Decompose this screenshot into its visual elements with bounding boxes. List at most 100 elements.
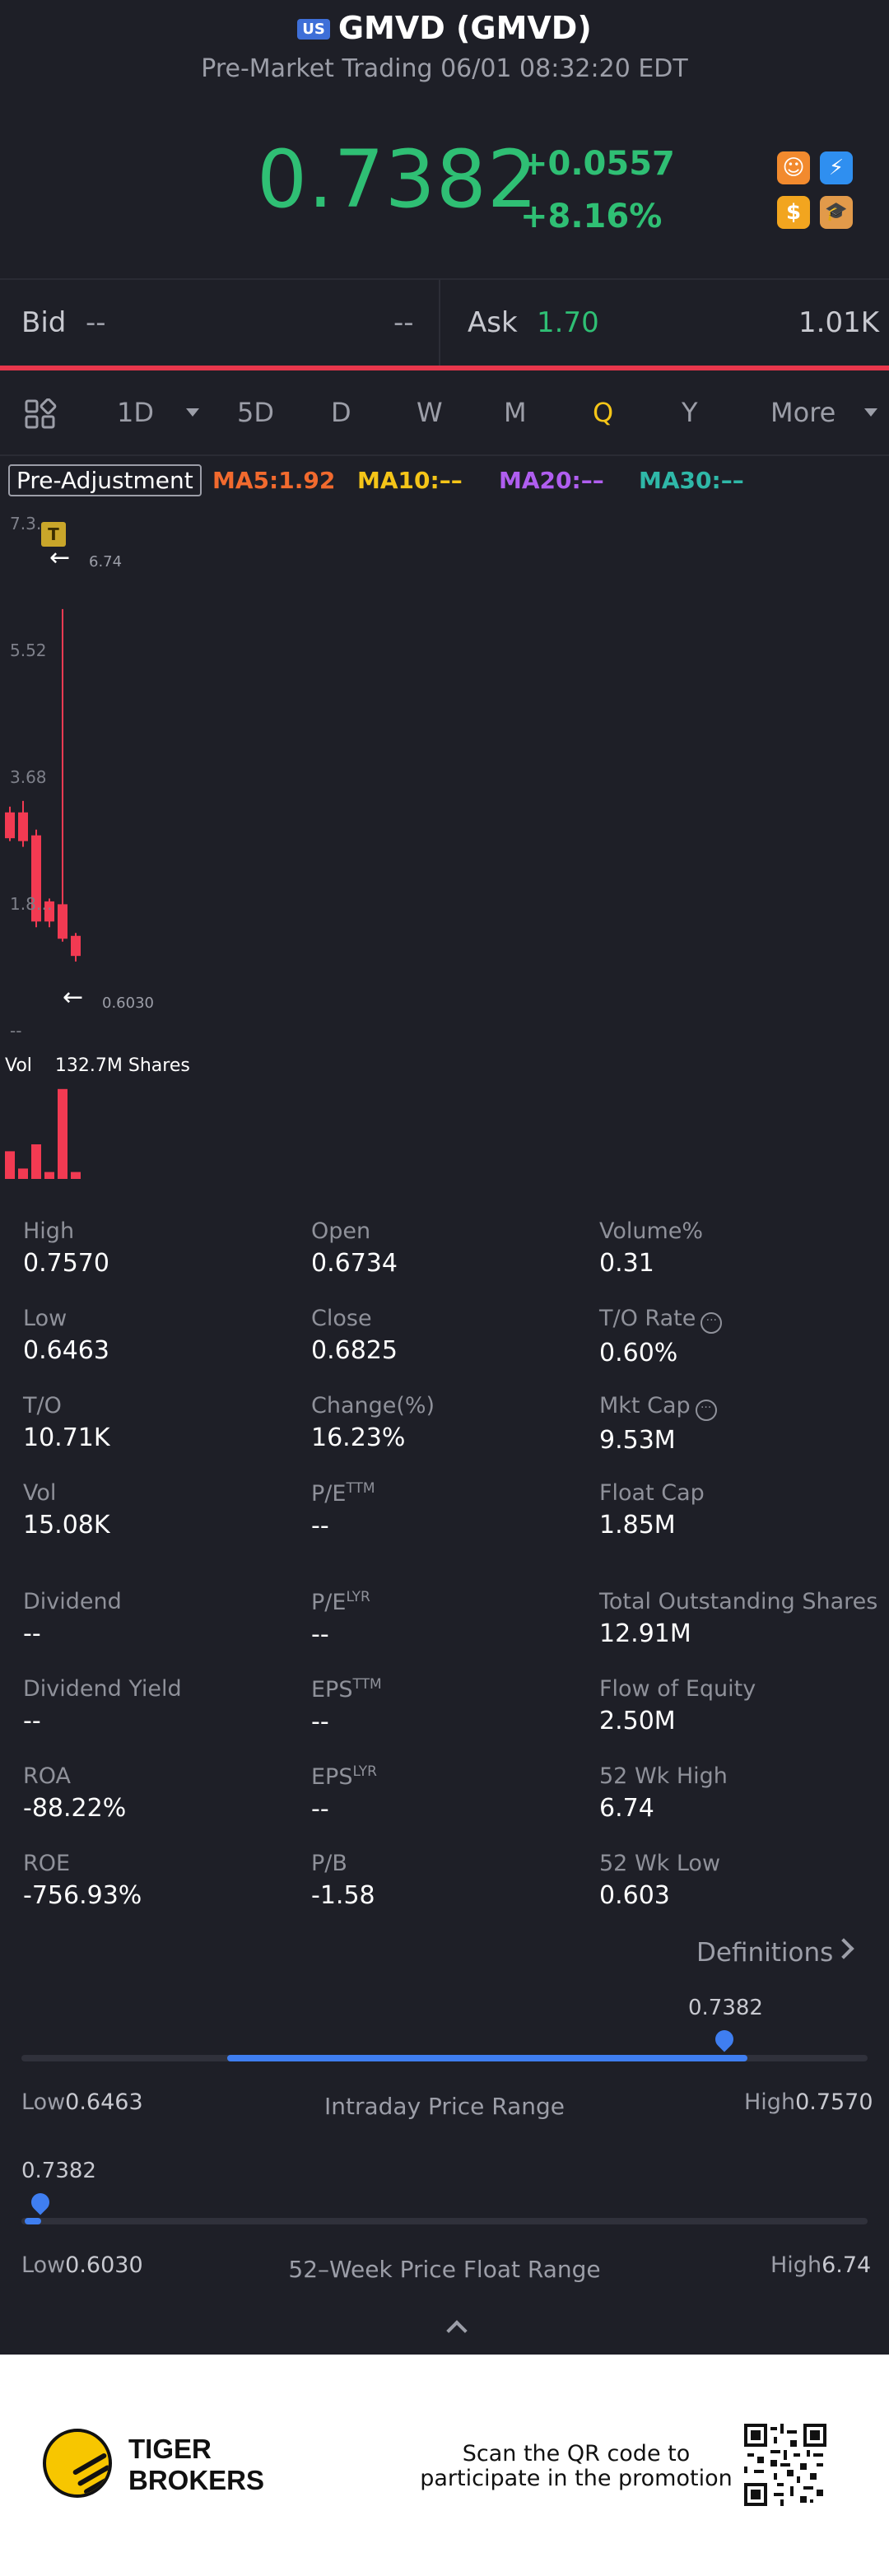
volume-bar [58,1088,67,1179]
y-tick-label: 3.68 [10,767,47,787]
volume-value: 132.7M Shares [54,1055,190,1076]
stat-volume-pct: Volume% 0.31 [599,1218,704,1278]
trading-status: Pre-Market Trading 06/01 08:32:20 EDT [201,54,688,83]
tab-y[interactable]: Y [682,397,698,428]
price-change: +0.0557 [520,145,675,183]
tab-5d[interactable]: 5D [237,397,274,428]
week52-range-track [21,2218,868,2224]
bid-ask-bar[interactable]: Bid -- -- Ask 1.70 1.01K [0,278,889,367]
stat-eps-ttm: EPSTTM -- [311,1676,382,1736]
intraday-current-value: 0.7382 [688,1996,763,2020]
tab-1d-chevron-down-icon[interactable] [186,408,199,417]
stock-name: GMVD (GMVD) [337,10,592,46]
week52-low: Low0.6030 [21,2252,143,2278]
tiger-face-icon[interactable]: ☺ [777,151,810,184]
bid-price: -- [86,306,106,339]
stat-dividend: Dividend -- [23,1589,122,1648]
stat-float-cap: Float Cap 1.85M [599,1480,705,1540]
stat-pe-ttm: P/ETTM -- [311,1480,375,1540]
candle-body [31,835,41,922]
high-marker-label: 6.74 [89,553,123,571]
tab-more[interactable]: More [770,397,836,428]
stat-dividend-yield: Dividend Yield -- [23,1676,182,1735]
volume-title: Vol [5,1055,32,1076]
intraday-high: High0.7570 [744,2089,873,2115]
collapse-chevron-up-icon[interactable] [446,2320,468,2341]
definitions-link[interactable]: Definitions [696,1938,834,1968]
promo-footer: TIGER BROKERS Scan the QR code to partic… [0,2355,889,2576]
bid-size: -- [393,306,414,339]
lightning-level1-icon[interactable]: ⚡ [820,151,853,184]
stock-title: US GMVD (GMVD) [0,10,889,46]
y-tick-label: 5.52 [10,641,47,660]
volume-bars-group [5,1088,81,1179]
qr-code-icon [744,2424,826,2506]
tab-m[interactable]: M [504,397,527,428]
pre-adjustment-toggle[interactable]: Pre-Adjustment [8,464,202,496]
last-price: 0.7382 [257,133,538,226]
stat-high: High 0.7570 [23,1218,109,1278]
more-chevron-down-icon[interactable] [864,408,877,417]
ask-price: 1.70 [537,306,599,339]
candle-body [18,812,28,841]
us-market-badge: US [297,19,330,40]
week52-high: High6.74 [770,2252,872,2278]
layout-grid-icon[interactable] [25,398,58,431]
event-badge[interactable]: T [41,522,66,547]
week52-range-fill [25,2218,41,2224]
stat-open: Open 0.6734 [311,1218,398,1278]
brand-name: TIGER BROKERS [128,2434,265,2495]
stat-close: Close 0.6825 [311,1306,398,1365]
quote-header: US GMVD (GMVD) Pre-Market Trading 06/01 0… [0,0,889,277]
tab-q[interactable]: Q [593,397,614,428]
stat-change: Change(%) 16.23% [311,1393,435,1452]
candle-body [44,901,54,922]
info-icon[interactable]: ··· [695,1400,717,1421]
week52-current-value: 0.7382 [21,2159,96,2183]
tiger-logo-icon [43,2429,112,2498]
intraday-range-track [21,2055,868,2061]
left-arrow-icon: ← [63,983,84,1012]
stat-pb: P/B -1.58 [311,1851,375,1910]
education-icon[interactable]: 🎓 [820,196,853,229]
candle-body [71,935,81,957]
volume-bar [18,1168,28,1179]
stat-52wk-high: 52 Wk High 6.74 [599,1763,728,1823]
stat-flow-equity: Flow of Equity 2.50M [599,1676,756,1735]
volume-bar [5,1151,15,1179]
tab-1d[interactable]: 1D [117,397,154,428]
price-chart-svg[interactable] [0,502,889,1186]
intraday-pin-icon [711,2026,738,2052]
stat-low: Low 0.6463 [23,1306,109,1365]
low-marker-label: 0.6030 [102,995,154,1012]
tab-w[interactable]: W [417,397,443,428]
stat-mkt-cap: Mkt Cap ··· 9.53M [599,1393,871,1455]
candle-body [58,904,67,939]
chevron-right-icon[interactable] [833,1938,854,1959]
y-tick-label: -- [10,1021,22,1041]
volume-bar [71,1172,81,1179]
ask-label: Ask [468,306,518,339]
ma30-value: MA30:–– [639,467,744,494]
ma5-value: MA5:1.92 [212,467,336,494]
week52-range-title: 52–Week Price Float Range [288,2256,601,2283]
moving-average-row: Pre-Adjustment MA5:1.92 MA10:–– MA20:–– … [0,463,889,499]
ask-size: 1.01K [798,306,879,339]
intraday-range-fill [227,2055,747,2061]
intraday-low: Low0.6463 [21,2089,143,2115]
price-change-percent: +8.16% [520,198,663,235]
dollar-icon[interactable]: $ [777,196,810,229]
stat-pe-lyr: P/ELYR -- [311,1589,370,1649]
bid-ask-ratio-bar [0,366,889,370]
candlestick-chart[interactable]: 7.3… 5.52 3.68 1.8… -- T ← 6.74 ← 0.6030… [0,502,889,1186]
candle-body [5,812,15,839]
week52-pin-icon [27,2189,54,2215]
bid-label: Bid [21,306,67,339]
promo-text: Scan the QR code to participate in the p… [420,2441,733,2491]
info-icon[interactable]: ··· [700,1312,723,1334]
stat-total-shares: Total Outstanding Shares 12.91M [599,1589,878,1648]
tab-d[interactable]: D [331,397,351,428]
ma20-value: MA20:–– [499,467,604,494]
stat-eps-lyr: EPSLYR -- [311,1763,377,1824]
stat-to: T/O 10.71K [23,1393,110,1452]
